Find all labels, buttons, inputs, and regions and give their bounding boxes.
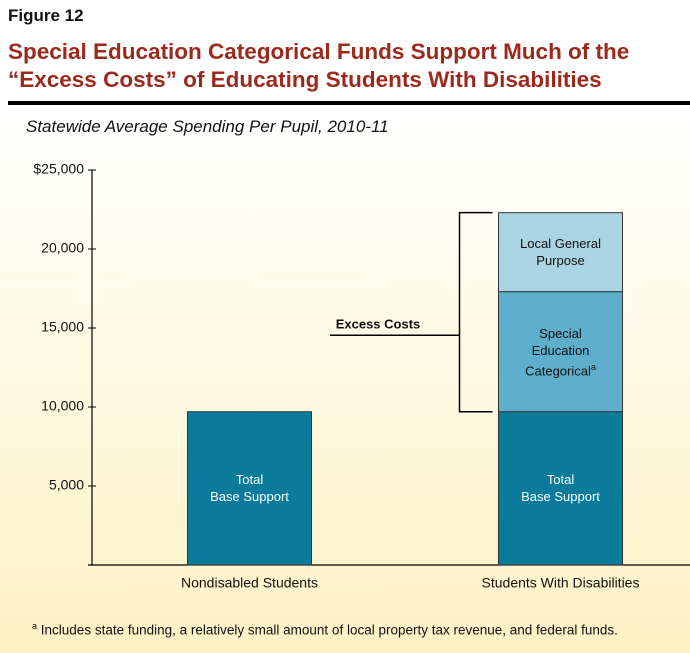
segment-label: Total Base Support: [499, 412, 623, 565]
bar-segment: [498, 411, 623, 566]
segment-label-text: Local General Purpose: [520, 235, 601, 269]
footnote-marker: a: [590, 361, 596, 372]
footnote: a Includes state funding, a relatively s…: [32, 621, 618, 638]
series-name: Special Education Categorical: [525, 325, 591, 378]
series-name: Total Base Support: [210, 472, 289, 505]
x-tick-label: Nondisabled Students: [181, 575, 318, 591]
bar-segment: [498, 212, 623, 293]
y-tick-label: 15,000: [41, 319, 84, 335]
series-name: Local General Purpose: [520, 236, 601, 269]
segment-label: Local General Purpose: [499, 213, 623, 292]
segment-label-text: Total Base Support: [210, 471, 289, 505]
series-name: Total Base Support: [521, 472, 600, 505]
segment-label: Special Education Categoricala: [499, 292, 623, 412]
chart-subtitle: Statewide Average Spending Per Pupil, 20…: [26, 117, 389, 136]
segment-label-text: Special Education Categoricala: [525, 325, 596, 379]
y-tick-label: 10,000: [41, 398, 84, 414]
footnote-text: Includes state funding, a relatively sma…: [40, 622, 618, 638]
segment-label-text: Total Base Support: [521, 471, 600, 505]
figure-label: Figure 12: [8, 6, 84, 25]
bar-segment: [498, 291, 623, 413]
title-rule: [8, 101, 690, 105]
bar-segment: [187, 411, 312, 566]
bracket: [458, 211, 493, 413]
segment-label: Total Base Support: [188, 412, 312, 565]
y-tick-label: 5,000: [49, 477, 84, 493]
footnote-marker: a: [32, 621, 38, 631]
y-tick-label: 20,000: [41, 240, 84, 256]
y-tick-label: $25,000: [33, 161, 84, 177]
chart-title: Special Education Categorical Funds Supp…: [8, 39, 630, 92]
annotation: Excess Costs: [336, 317, 421, 332]
x-tick-label: Students With Disabilities: [482, 575, 640, 591]
